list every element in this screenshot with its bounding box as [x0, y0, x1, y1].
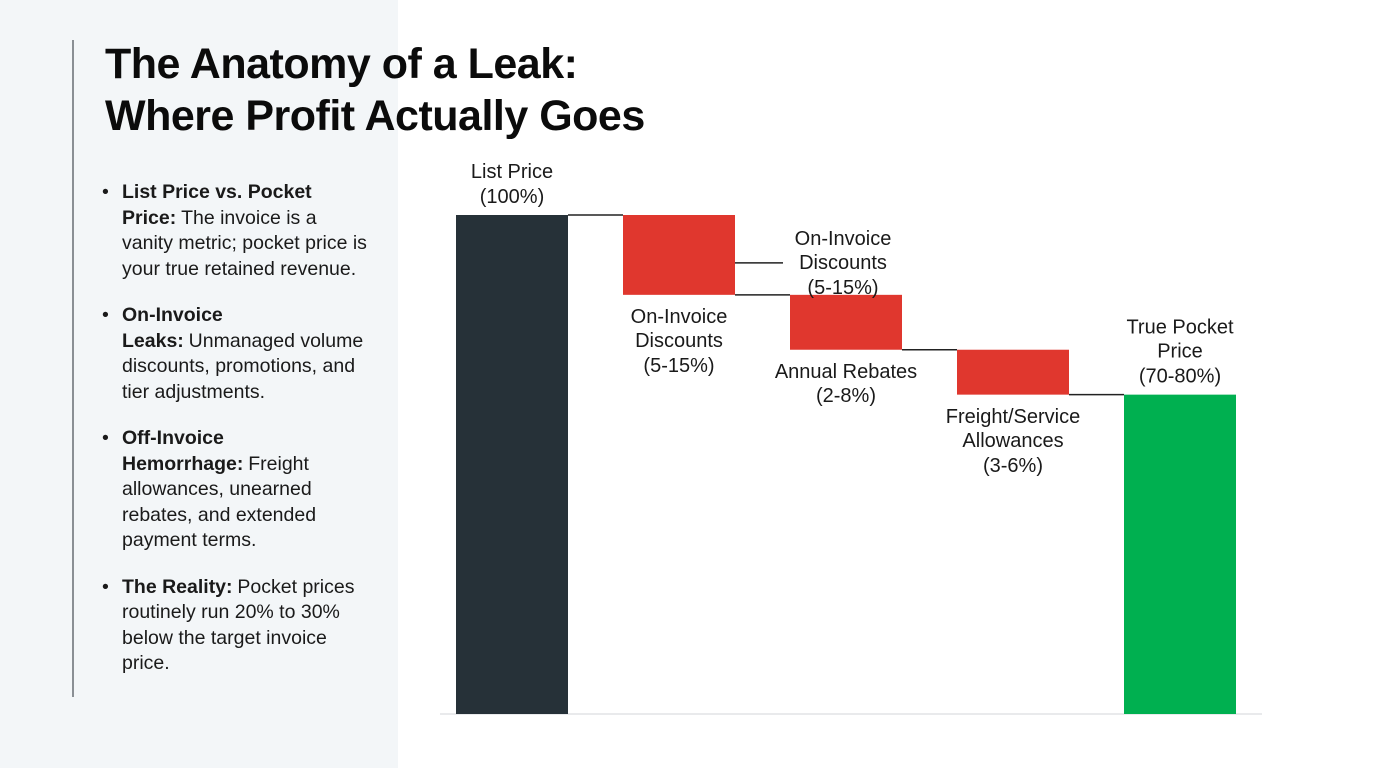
bullet-text: Freight allowances, unearned rebates, an… — [122, 452, 317, 552]
bullet: The Reality:Pocket prices routinely run … — [100, 575, 370, 677]
bullet-lead: Off-Invoice Hemorrhage: — [122, 427, 244, 475]
bullet: List Price vs. Pocket Price:The invoice … — [100, 180, 370, 282]
category-label: Freight/Service Allowances (3-6%) — [945, 405, 1081, 477]
bullet-lead: On-Invoice Leaks: — [122, 304, 223, 352]
bullet-text: Unmanaged volume discounts, promotions, … — [122, 329, 364, 403]
title: The Anatomy of a Leak: Where Profit Actu… — [105, 40, 645, 140]
divider — [72, 40, 74, 697]
category-label: On-Invoice Discounts (5-15%) — [630, 305, 728, 377]
bar — [957, 349, 1069, 395]
category-label: Annual Rebates (2-8%) — [774, 360, 918, 408]
annotation: On-Invoice Discounts (5-15%) — [794, 227, 892, 299]
bullet-text: The invoice is a vanity metric; pocket p… — [122, 206, 367, 280]
bullet-list: List Price vs. Pocket Price:The invoice … — [100, 180, 370, 698]
bar — [456, 215, 568, 714]
bullet-lead: The Reality: — [122, 575, 233, 598]
bullet-lead: List Price vs. Pocket Price: — [122, 181, 312, 229]
bar — [790, 294, 902, 350]
category-label: True Pocket Price (70-80%) — [1126, 316, 1234, 388]
bullet-text: Pocket prices routinely run 20% to 30% b… — [122, 575, 355, 675]
bullet: On-Invoice Leaks:Unmanaged volume discou… — [100, 303, 370, 405]
bullet: Off-Invoice Hemorrhage:Freight allowance… — [100, 426, 370, 554]
bar — [623, 215, 735, 295]
category-label: List Price (100%) — [470, 161, 554, 208]
bar — [1124, 394, 1236, 714]
